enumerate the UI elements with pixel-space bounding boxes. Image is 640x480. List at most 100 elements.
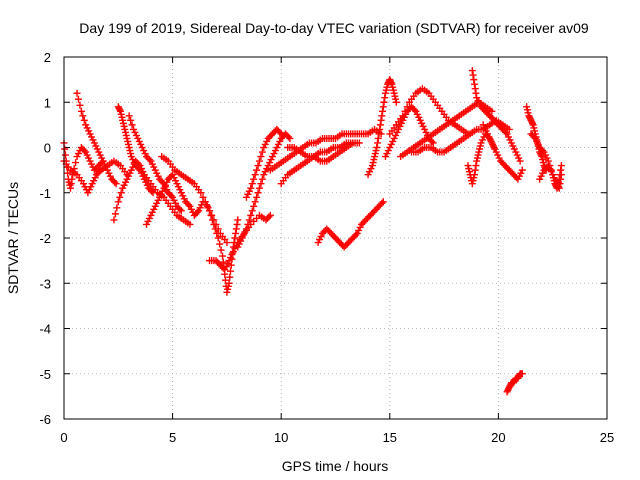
data-point-marker <box>176 205 184 213</box>
data-point-marker <box>79 112 87 120</box>
data-point-marker <box>375 130 383 138</box>
data-point-marker <box>125 112 133 120</box>
x-tick-label: 5 <box>169 430 176 445</box>
data-point-marker <box>251 198 259 206</box>
data-point-marker <box>251 171 259 179</box>
data-point-marker <box>401 107 409 115</box>
data-point-marker <box>557 171 565 179</box>
data-point-marker <box>352 231 360 239</box>
data-point-marker <box>114 198 122 206</box>
data-point-marker <box>428 137 436 145</box>
data-point-marker <box>387 79 395 87</box>
data-point-marker <box>528 119 536 127</box>
data-point-marker <box>127 116 135 124</box>
data-point-marker <box>113 204 121 212</box>
data-point-marker <box>111 178 119 186</box>
data-point-marker <box>213 229 221 237</box>
data-point-marker <box>488 107 496 115</box>
data-point-marker <box>193 208 201 216</box>
data-point-marker <box>247 211 255 219</box>
data-point-marker <box>376 121 384 129</box>
data-point-marker <box>245 216 253 224</box>
data-point-marker <box>429 139 437 147</box>
data-point-marker <box>276 128 284 136</box>
data-point-marker <box>471 85 479 93</box>
y-tick-label: -3 <box>39 276 51 291</box>
data-point-marker <box>135 160 143 168</box>
data-point-marker <box>253 193 261 201</box>
data-point-marker <box>207 211 215 219</box>
x-tick-label: 0 <box>60 430 67 445</box>
data-point-marker <box>470 76 478 84</box>
data-point-marker <box>177 207 185 215</box>
data-point-marker <box>379 103 387 111</box>
data-point-marker <box>73 89 81 97</box>
data-point-marker <box>392 98 400 106</box>
data-point-marker <box>185 201 193 209</box>
data-point-marker <box>227 267 235 275</box>
data-point-marker <box>253 166 261 174</box>
data-point-marker <box>67 180 75 188</box>
plot-frame <box>63 56 608 420</box>
data-point-marker <box>557 162 565 170</box>
data-point-marker <box>399 112 407 120</box>
data-point-marker <box>244 220 252 228</box>
data-point-marker <box>257 153 265 161</box>
data-point-marker <box>557 175 565 183</box>
data-point-marker <box>258 148 266 156</box>
data-point-marker <box>186 220 194 228</box>
data-point-marker <box>250 175 258 183</box>
data-point-marker <box>145 156 153 164</box>
data-point-marker <box>265 213 273 221</box>
y-tick-label: 0 <box>44 141 51 156</box>
data-point-marker <box>518 370 526 378</box>
data-point-marker <box>229 249 237 257</box>
data-point-marker <box>214 234 222 242</box>
data-point-marker <box>378 112 386 120</box>
data-point-marker <box>254 189 262 197</box>
x-tick-label: 25 <box>600 430 614 445</box>
data-point-marker <box>226 273 234 281</box>
x-tick-label: 10 <box>274 430 288 445</box>
data-point-marker <box>80 116 88 124</box>
data-point-marker <box>378 199 386 207</box>
data-point-marker <box>203 202 211 210</box>
data-point-marker <box>117 189 125 197</box>
data-point-marker <box>539 147 547 155</box>
data-point-marker <box>381 94 389 102</box>
data-point-marker <box>257 180 265 188</box>
data-point-marker <box>148 187 156 195</box>
chart-title: Day 199 of 2019, Sidereal Day-to-day VTE… <box>79 20 589 36</box>
x-axis-label: GPS time / hours <box>282 458 389 474</box>
tick-labels: 0 5 10 15 20 25 -6 -5 -4 -3 -2 -1 0 1 2 <box>39 50 614 445</box>
y-tick-label: 1 <box>44 95 51 110</box>
x-tick-label: 15 <box>383 430 397 445</box>
data-point-marker <box>410 106 418 114</box>
data-point-marker <box>210 220 218 228</box>
data-point-marker <box>76 101 84 109</box>
data-point-marker <box>248 207 256 215</box>
data-point-marker <box>242 225 250 233</box>
data-point-marker <box>502 128 510 136</box>
grid-lines <box>64 57 607 419</box>
data-point-marker <box>232 229 240 237</box>
data-point-marker <box>116 106 124 114</box>
data-point-marker <box>286 134 294 142</box>
data-point-marker <box>217 246 225 254</box>
y-tick-label: -1 <box>39 186 51 201</box>
data-point-marker <box>516 157 524 165</box>
y-tick-label: -4 <box>39 322 51 337</box>
data-point-marker <box>116 193 124 201</box>
data-point-marker <box>557 166 565 174</box>
data-point-marker <box>374 134 382 142</box>
data-point-marker <box>556 180 564 188</box>
data-point-marker <box>472 89 480 97</box>
data-point-marker <box>471 80 479 88</box>
y-axis-label: SDTVAR / TECUs <box>5 182 21 294</box>
data-point-marker <box>254 162 262 170</box>
data-point-marker <box>379 107 387 115</box>
data-point-marker <box>80 147 88 155</box>
y-tick-label: 2 <box>44 50 51 65</box>
data-point-marker <box>379 198 387 206</box>
